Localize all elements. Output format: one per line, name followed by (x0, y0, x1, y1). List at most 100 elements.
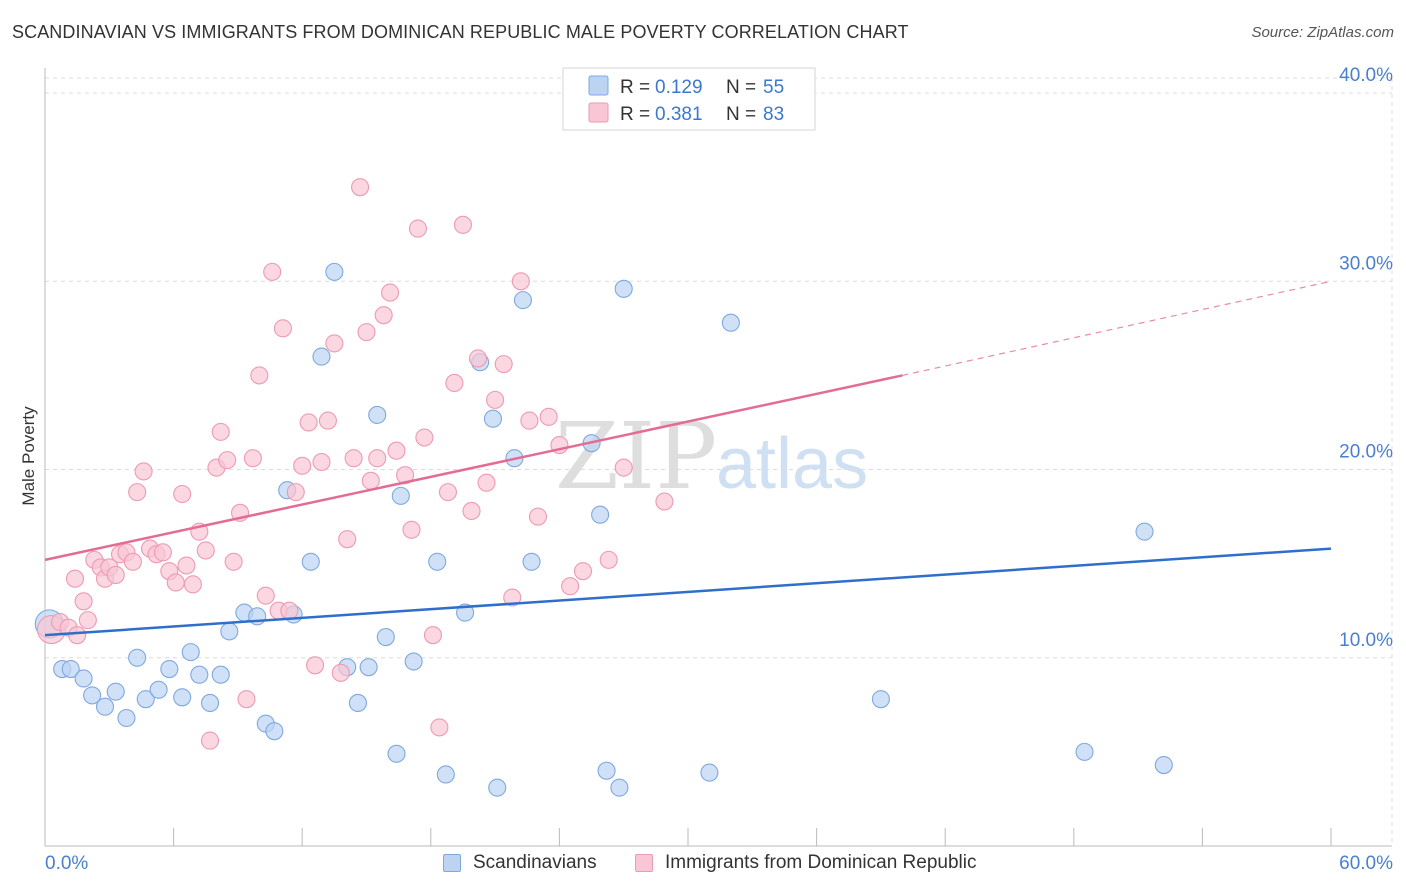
x-tick-label-max: 60.0% (1339, 853, 1393, 874)
scandinavian-point (1135, 522, 1154, 541)
scandinavian-point (181, 643, 200, 662)
scandinavian-point (74, 669, 93, 688)
scandinavian-point (721, 313, 740, 332)
dominican-point (462, 501, 481, 520)
scandinavian-point (117, 708, 136, 728)
dominican-point (273, 319, 292, 338)
dominican-point (286, 483, 305, 502)
dominican-point (166, 573, 185, 592)
trend-line-scandinavians (44, 547, 1332, 637)
scandinavian-point (200, 693, 220, 712)
scandinavian-point (368, 405, 387, 424)
dominican-point (614, 458, 633, 477)
dominican-point (387, 441, 406, 460)
dominican-point (331, 663, 350, 682)
grid (45, 77, 1393, 846)
dominican-point (306, 656, 325, 675)
legend-swatch-pink (588, 102, 609, 123)
scandinavian-point (387, 744, 406, 763)
scandinavian-point (404, 652, 423, 671)
scandinavian-point (359, 658, 378, 677)
legend-n-value: 55 (763, 77, 784, 98)
dominican-point (494, 355, 513, 374)
dominican-point (408, 219, 427, 238)
series-scandinavians (34, 262, 1173, 797)
dominican-point (128, 483, 147, 502)
dominican-point (263, 262, 282, 281)
dominican-point (338, 530, 357, 549)
dominican-point (312, 452, 331, 472)
scandinavian-point (591, 505, 610, 524)
y-axis-label: Male Poverty (19, 406, 38, 506)
dominican-point (318, 411, 337, 430)
legend-item-scandinavians[interactable]: Scandinavians (443, 852, 597, 874)
scandinavian-point (128, 648, 147, 667)
dominican-point (453, 215, 473, 234)
dominican-point (344, 449, 363, 468)
scandinavian-point (348, 693, 367, 712)
legend-r-value: 0.381 (655, 104, 703, 125)
scandinavian-point (211, 665, 230, 684)
dominican-point (445, 373, 464, 392)
dominican-point (561, 577, 580, 596)
dominican-point (511, 272, 530, 291)
legend-r-label: R = (620, 77, 650, 98)
bottom-legend: Scandinavians Immigrants from Dominican … (0, 848, 1406, 880)
y-tick-label: 10.0% (1339, 630, 1393, 651)
trend-line-dominican-extension (902, 280, 1332, 376)
legend-swatch-scandinavians (443, 854, 461, 872)
dominican-point (243, 449, 262, 468)
scandinavian-point (391, 486, 410, 505)
trend-line-dominican (44, 374, 903, 562)
dominican-point (539, 407, 558, 426)
watermark-atlas: atlas (716, 424, 868, 504)
scandinavian-point (376, 628, 395, 647)
x-tick-label-min: 0.0% (45, 853, 88, 874)
scandinavian-point (436, 765, 455, 784)
dominican-point (200, 731, 220, 750)
scandinavian-point (1075, 742, 1094, 761)
dominican-point (503, 588, 522, 607)
y-tick-label: 40.0% (1339, 65, 1393, 86)
y-tick-label: 30.0% (1339, 253, 1393, 274)
scandinavian-point (106, 682, 125, 701)
dominican-point (520, 411, 539, 430)
dominican-point (415, 428, 434, 447)
dominican-point (218, 451, 237, 470)
legend-item-dominican[interactable]: Immigrants from Dominican Republic (635, 852, 977, 874)
dominican-point (368, 449, 387, 468)
dominican-point (78, 611, 97, 630)
dominican-point (250, 366, 269, 385)
dominican-point (68, 626, 87, 645)
dominican-point (486, 390, 505, 409)
legend-swatch-blue (588, 75, 609, 96)
stats-legend: R = 0.129 N = 55 R = 0.381 N = 83 (562, 67, 816, 131)
scandinavian-point (700, 763, 719, 782)
scandinavian-point (488, 778, 507, 797)
dominican-point (280, 601, 299, 620)
scandinavian-point (522, 552, 541, 571)
dominican-point (224, 552, 243, 571)
dominican-point (299, 413, 318, 432)
scandinavian-point (301, 552, 320, 571)
dominican-point (173, 484, 192, 504)
legend-r-value: 0.129 (655, 77, 703, 98)
scandinavian-point (610, 778, 629, 797)
legend-label-dominican: Immigrants from Dominican Republic (665, 852, 977, 873)
dominican-point (134, 462, 153, 481)
scandinavian-point (513, 291, 533, 310)
axes: 10.0% 20.0% 30.0% 40.0% 0.0% 60.0% (44, 65, 1393, 874)
dominican-point (351, 178, 370, 197)
source-label: Source: ZipAtlas.com (1251, 24, 1394, 41)
chart-title: SCANDINAVIAN VS IMMIGRANTS FROM DOMINICA… (12, 22, 909, 42)
scandinavian-point (871, 690, 890, 709)
dominican-point (655, 492, 674, 511)
dominican-point (402, 520, 421, 539)
scandinavian-point (220, 622, 239, 641)
scandinavian-point (190, 665, 209, 684)
dominican-point (381, 283, 400, 302)
legend-swatch-dominican (635, 854, 653, 872)
legend-label-scandinavians: Scandinavians (473, 852, 597, 873)
watermark: ZIP atlas (555, 403, 868, 510)
scandinavian-point (160, 660, 179, 679)
